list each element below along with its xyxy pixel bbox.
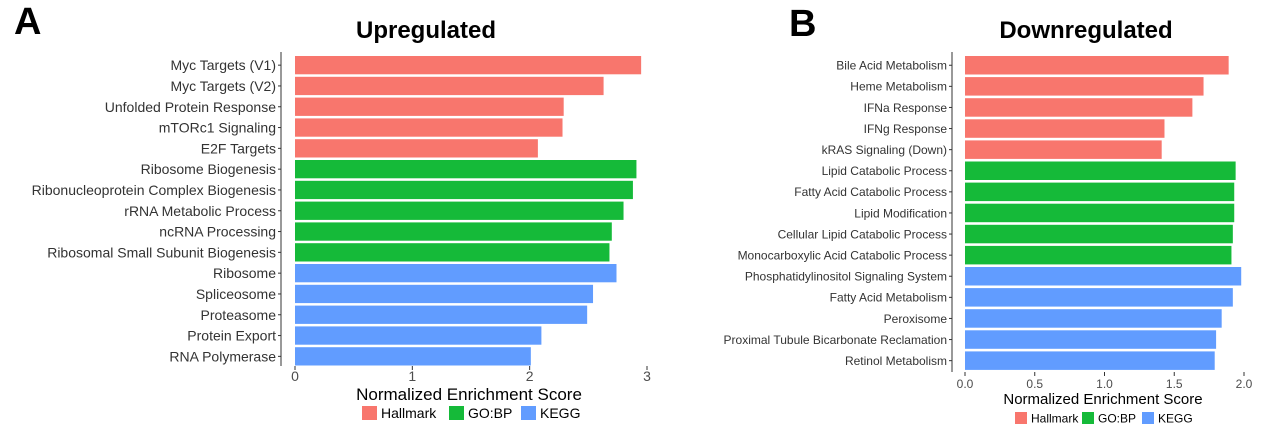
up-bar-protein-export <box>295 326 542 345</box>
down-bar-kras-signaling-down <box>965 140 1162 159</box>
downregulated-chart: Downregulated Normalized Enrichment Scor… <box>724 17 1253 425</box>
up-legend-label-kegg: KEGG <box>540 405 580 421</box>
down-legend-swatch-hallmark <box>1015 412 1027 424</box>
down-x-tick-label: 2.0 <box>1236 377 1253 391</box>
down-legend-label-go-bp: GO:BP <box>1098 411 1136 425</box>
down-category-label: Heme Metabolism <box>850 80 947 94</box>
upregulated-x-axis-title: Normalized Enrichment Score <box>356 385 582 404</box>
down-bar-lipid-modification <box>965 203 1235 223</box>
down-category-label: kRAS Signaling (Down) <box>822 143 947 157</box>
down-legend-label-kegg: KEGG <box>1158 411 1193 425</box>
up-category-label: Unfolded Protein Response <box>105 99 276 115</box>
down-legend-swatch-go-bp <box>1082 412 1094 424</box>
down-x-tick-label: 0.0 <box>957 377 974 391</box>
down-category-label: IFNa Response <box>864 101 948 115</box>
up-bar-e2f-targets <box>295 139 538 158</box>
up-category-label: rRNA Metabolic Process <box>124 203 276 219</box>
up-bar-ribonucleoprotein-complex-biogenesis <box>295 180 633 200</box>
down-bar-retinol-metabolism <box>965 351 1215 370</box>
down-category-label: Fatty Acid Catabolic Process <box>794 185 947 199</box>
up-legend-label-hallmark: Hallmark <box>381 405 437 421</box>
upregulated-chart: Upregulated Normalized Enrichment Score … <box>32 17 651 421</box>
up-category-label: Myc Targets (V1) <box>170 57 276 73</box>
down-bar-ifng-response <box>965 119 1165 138</box>
down-category-label: Peroxisome <box>884 312 948 326</box>
down-bar-ifna-response <box>965 98 1193 117</box>
down-x-tick-label: 1.0 <box>1096 377 1113 391</box>
up-x-tick-label: 2 <box>526 368 534 384</box>
down-legend-label-hallmark: Hallmark <box>1031 411 1079 425</box>
down-category-label: Lipid Modification <box>854 206 947 220</box>
up-bar-mtorc1-signaling <box>295 118 563 137</box>
panel-letter-a: A <box>14 1 41 43</box>
down-bar-monocarboxylic-acid-catabolic-process <box>965 245 1232 265</box>
down-category-label: Bile Acid Metabolism <box>836 59 947 73</box>
down-category-label: IFNg Response <box>864 122 948 136</box>
up-x-tick-label: 0 <box>291 368 299 384</box>
down-bar-fatty-acid-metabolism <box>965 288 1233 307</box>
down-category-label: Fatty Acid Metabolism <box>830 291 947 305</box>
up-legend-label-go-bp: GO:BP <box>468 405 512 421</box>
down-bar-proximal-tubule-bicarbonate-reclamation <box>965 330 1217 349</box>
up-category-label: Ribosome Biogenesis <box>141 161 276 177</box>
up-bar-ncrna-processing <box>295 222 612 241</box>
down-category-label: Cellular Lipid Catabolic Process <box>778 227 947 241</box>
down-category-label: Phosphatidylinositol Signaling System <box>745 270 947 284</box>
up-x-tick-label: 3 <box>643 368 651 384</box>
up-category-label: Ribonucleoprotein Complex Biogenesis <box>32 182 276 198</box>
up-bar-rrna-metabolic-process <box>295 201 624 220</box>
up-bar-proteasome <box>295 305 588 324</box>
up-legend-swatch-hallmark <box>362 406 377 420</box>
down-bar-bile-acid-metabolism <box>965 56 1229 75</box>
down-category-label: Proximal Tubule Bicarbonate Reclamation <box>724 333 947 347</box>
up-bar-ribosome-biogenesis <box>295 160 637 179</box>
down-legend-swatch-kegg <box>1142 412 1154 424</box>
down-bar-cellular-lipid-catabolic-process <box>965 224 1233 244</box>
up-bar-rna-polymerase <box>295 347 531 366</box>
down-bar-peroxisome <box>965 309 1222 328</box>
down-bar-lipid-catabolic-process <box>965 161 1236 180</box>
up-legend-swatch-kegg <box>521 406 536 420</box>
up-bar-myc-targets-v1 <box>295 56 642 75</box>
down-x-tick-label: 0.5 <box>1026 377 1043 391</box>
down-x-tick-label: 1.5 <box>1166 377 1183 391</box>
up-category-label: Spliceosome <box>196 286 276 302</box>
up-bar-spliceosome <box>295 284 594 304</box>
up-category-label: mTORc1 Signaling <box>159 120 276 136</box>
up-category-label: Ribosome <box>213 265 276 281</box>
upregulated-chart-title: Upregulated <box>356 17 496 44</box>
up-legend-swatch-go-bp <box>449 406 464 420</box>
down-bar-phosphatidylinositol-signaling-system <box>965 267 1242 286</box>
down-bar-heme-metabolism <box>965 77 1204 96</box>
up-category-label: Ribosomal Small Subunit Biogenesis <box>47 244 276 260</box>
up-category-label: Myc Targets (V2) <box>170 78 276 94</box>
panel-letter-b: B <box>789 3 816 45</box>
down-category-label: Lipid Catabolic Process <box>822 164 947 178</box>
up-category-label: ncRNA Processing <box>159 224 276 240</box>
downregulated-x-axis-title: Normalized Enrichment Score <box>1003 391 1202 408</box>
up-bar-myc-targets-v2 <box>295 76 604 96</box>
up-category-label: RNA Polymerase <box>169 348 276 364</box>
down-bar-fatty-acid-catabolic-process <box>965 182 1235 202</box>
down-category-label: Monocarboxylic Acid Catabolic Process <box>738 248 947 262</box>
up-bar-unfolded-protein-response <box>295 97 564 116</box>
up-bar-ribosome <box>295 264 617 283</box>
up-category-label: Proteasome <box>201 307 277 323</box>
up-x-tick-label: 1 <box>408 368 416 384</box>
down-category-label: Retinol Metabolism <box>845 354 947 368</box>
up-category-label: E2F Targets <box>201 140 276 156</box>
up-bar-ribosomal-small-subunit-biogenesis <box>295 243 610 262</box>
up-category-label: Protein Export <box>187 328 276 344</box>
downregulated-chart-title: Downregulated <box>999 17 1172 44</box>
